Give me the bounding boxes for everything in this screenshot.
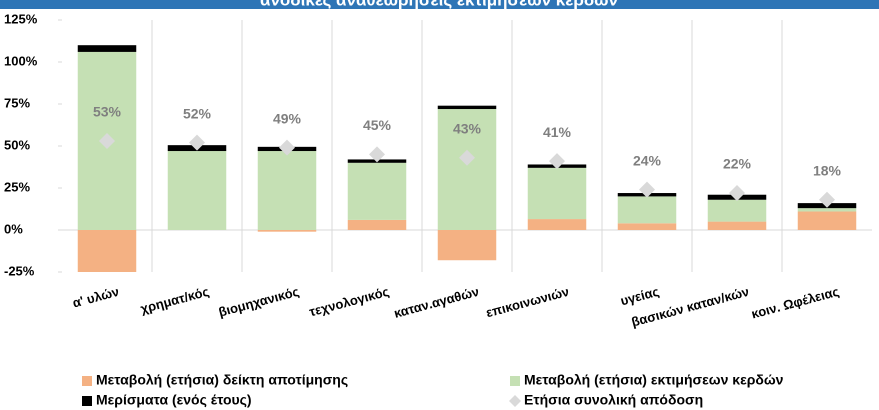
x-tick-label: α' υλών <box>71 284 121 311</box>
bar-segment <box>167 151 227 230</box>
legend-label: Μερίσματα (ενός έτους) <box>96 392 252 408</box>
marker <box>549 153 565 170</box>
bar-segment <box>347 162 407 220</box>
y-tick-label: 125% <box>4 11 38 26</box>
bar-segment <box>257 151 317 230</box>
y-tick-label: 75% <box>4 95 30 110</box>
bar-segment <box>437 105 497 110</box>
x-tick-label: χρηματ/κός <box>139 284 211 317</box>
bar-segment <box>77 230 137 272</box>
bar-segment <box>617 196 677 224</box>
bar-segment <box>707 199 767 222</box>
marker <box>819 191 835 208</box>
bar-segment <box>707 221 767 230</box>
legend-swatch <box>509 395 521 407</box>
data-label: 45% <box>363 117 392 133</box>
x-tick-label: βιομηχανικός <box>217 284 301 320</box>
chart-title: ανοδικές αναθεωρήσεις εκτιμήσεων κερδών <box>260 0 618 9</box>
marker <box>639 181 655 198</box>
legend-swatch <box>510 376 520 386</box>
bar-segment <box>527 219 587 230</box>
data-label: 52% <box>183 105 212 121</box>
bar-segment <box>347 219 407 230</box>
legend-label: Μεταβολή (ετήσια) δείκτη αποτίμησης <box>96 372 348 388</box>
bar-segment <box>437 230 497 261</box>
legend-swatch <box>82 396 92 406</box>
y-tick-label: -25% <box>4 263 35 278</box>
bar-segment <box>797 211 857 230</box>
y-tick-label: 50% <box>4 137 30 152</box>
bar-segment <box>617 223 677 230</box>
data-label: 18% <box>813 162 842 178</box>
marker <box>279 139 295 156</box>
x-tick-label: κοιν. Ωφέλειας <box>750 284 841 322</box>
bar-segment <box>797 208 857 212</box>
bar-segment <box>437 109 497 230</box>
marker <box>459 149 475 166</box>
marker <box>99 132 115 149</box>
y-tick-label: 100% <box>4 53 38 68</box>
y-tick-label: 0% <box>4 221 23 236</box>
legend-label: Μεταβολή (ετήσια) εκτιμήσεων κερδών <box>524 372 784 388</box>
data-label: 22% <box>723 156 752 172</box>
data-label: 49% <box>273 110 302 126</box>
x-tick-label: τεχνολογικός <box>308 284 391 320</box>
data-label: 41% <box>543 124 572 140</box>
marker <box>729 185 745 202</box>
data-label: 53% <box>93 104 122 120</box>
x-tick-label: καταν.αγαθών <box>392 284 480 321</box>
x-tick-label: επικοινωνιών <box>484 284 570 321</box>
marker <box>189 134 205 151</box>
title-banner <box>0 0 879 9</box>
data-label: 43% <box>453 120 482 136</box>
marker <box>369 146 385 163</box>
bar-segment <box>527 167 587 220</box>
bar-segment <box>257 230 317 232</box>
data-label: 24% <box>633 152 662 168</box>
legend-label: Ετήσια συνολική απόδοση <box>524 392 703 408</box>
bar-segment <box>77 45 137 52</box>
y-tick-label: 25% <box>4 179 30 194</box>
legend-swatch <box>82 376 92 386</box>
x-tick-label: υγείας <box>619 284 661 309</box>
